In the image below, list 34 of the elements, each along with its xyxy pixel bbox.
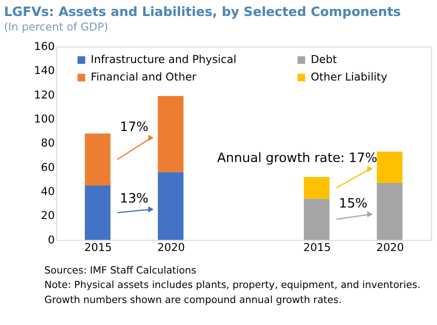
y-tick-label: 140 [34,64,55,78]
legend-label: Financial and Other [90,70,197,84]
y-tick-label: 0 [48,233,55,246]
x-tick-label: 2020 [157,241,186,254]
legend-label: Infrastructure and Physical [90,53,236,66]
y-tick-label: 60 [40,160,55,174]
bar [304,177,330,199]
bar [158,172,184,240]
bar [158,96,184,172]
x-tick-label: 2020 [376,241,404,254]
chart-title: LGFVs: Assets and Liabilities, by Selected Components [4,4,402,20]
legend-label: Debt [310,53,337,66]
annotation: 15% [338,196,368,212]
y-tick-label: 40 [40,184,55,198]
y-tick-label: 160 [34,40,55,53]
bar [84,134,110,186]
y-tick-label: 100 [34,112,55,126]
y-tick-label: 120 [34,88,55,102]
bar [84,185,110,240]
bar [376,183,402,240]
bar [376,152,402,184]
bar [304,198,330,240]
annotation: Annual growth rate: 17% [217,150,378,166]
x-tick-label: 2015 [303,241,331,254]
y-tick-label: 80 [40,136,55,150]
x-tick-label: 2015 [84,241,112,254]
text: Note: Physical assets includes plants, property, equipment, and inventories. [44,280,420,292]
y-tick-label: 20 [40,209,55,222]
source-note: Sources: IMF Staff Calculations [44,265,196,276]
annotation: 17% [120,120,148,135]
text: Growth numbers shown are compound annual growth rates. [44,294,342,306]
legend-label: Other Liability [310,70,388,84]
annotation: 13% [120,191,148,206]
chart-subtitle: (In percent of GDP) [4,20,108,34]
